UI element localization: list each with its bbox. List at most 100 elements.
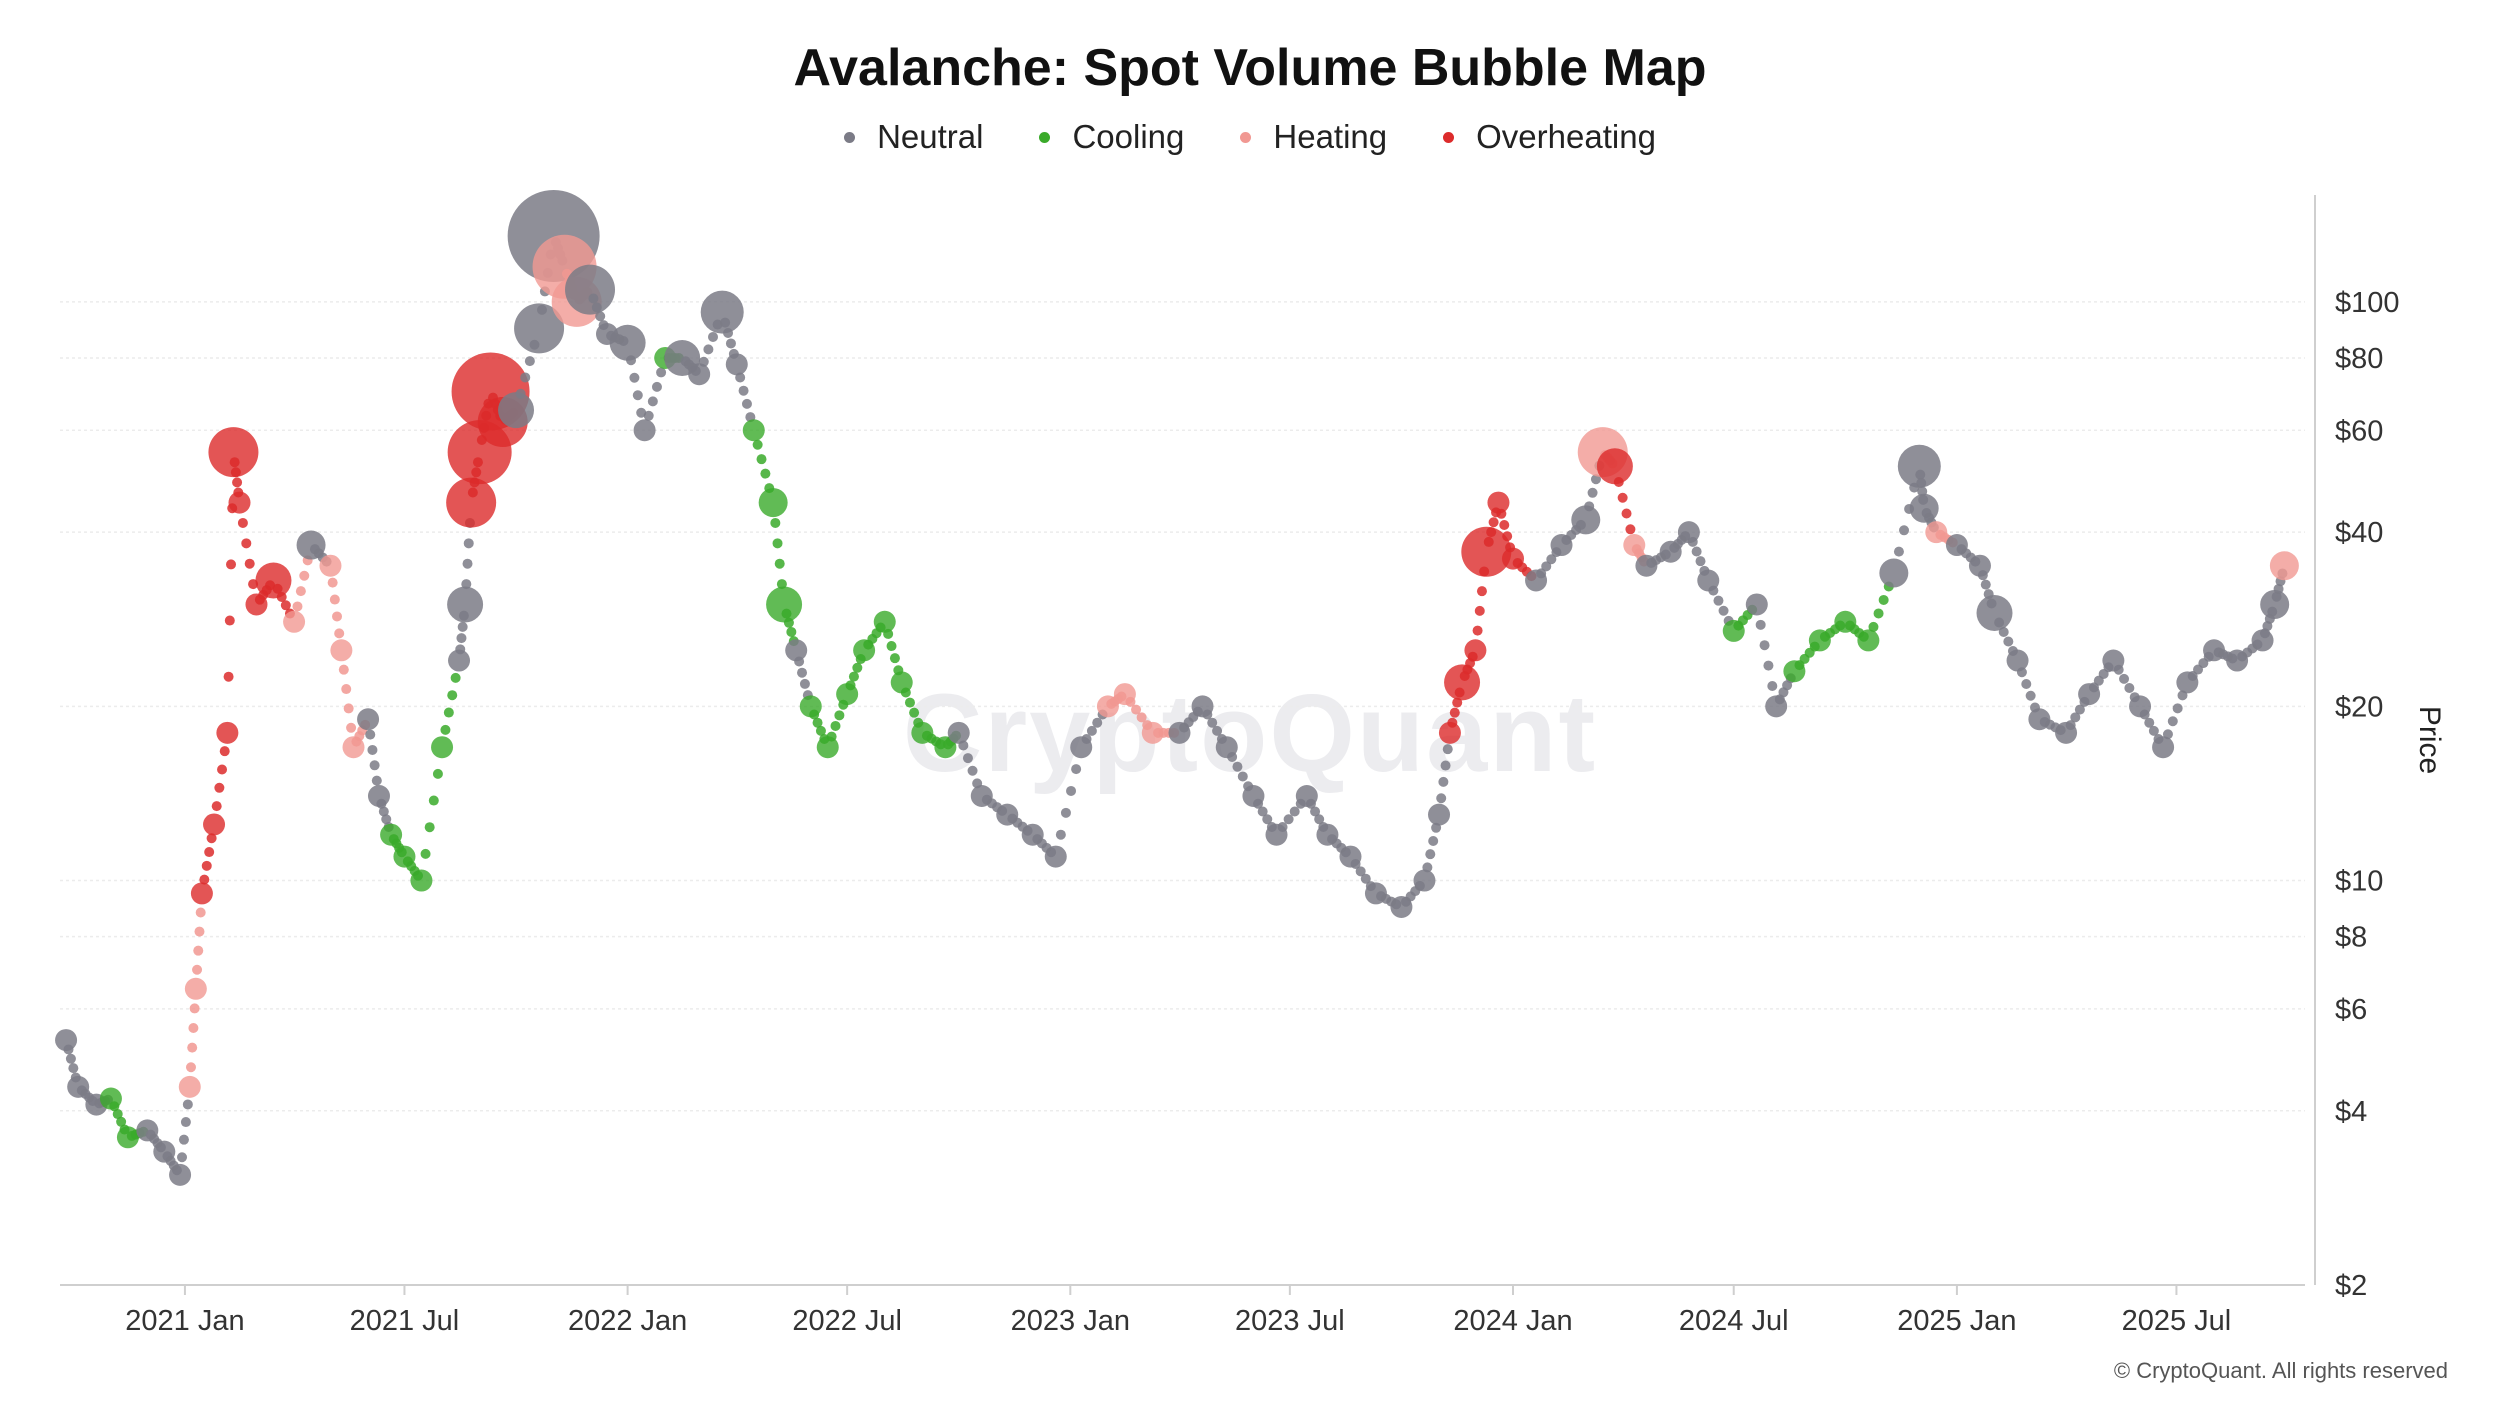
bubble-neutral[interactable] — [463, 538, 474, 549]
bubble-neutral[interactable] — [1893, 546, 1904, 557]
bubble-neutral[interactable] — [647, 396, 658, 407]
bubble-overheating[interactable] — [255, 562, 292, 599]
bubble-heating[interactable] — [192, 964, 203, 975]
bubble-neutral[interactable] — [1584, 501, 1595, 512]
bubble-cooling[interactable] — [1857, 629, 1880, 652]
bubble-neutral[interactable] — [1086, 725, 1097, 736]
bubble-overheating[interactable] — [1502, 531, 1513, 542]
bubble-neutral[interactable] — [1438, 776, 1449, 787]
bubble-neutral[interactable] — [461, 579, 472, 590]
bubble-heating[interactable] — [187, 1042, 198, 1053]
bubble-neutral[interactable] — [947, 721, 970, 744]
bubble-neutral[interactable] — [1071, 764, 1082, 775]
bubble-neutral[interactable] — [1237, 771, 1248, 782]
bubble-heating[interactable] — [332, 611, 343, 622]
bubble-heating[interactable] — [2269, 551, 2299, 581]
bubble-cooling[interactable] — [1878, 594, 1889, 605]
bubble-cooling[interactable] — [816, 736, 839, 759]
bubble-neutral[interactable] — [2144, 717, 2155, 728]
bubble-neutral[interactable] — [1257, 806, 1268, 817]
bubble-neutral[interactable] — [1207, 717, 1218, 728]
bubble-neutral[interactable] — [1425, 849, 1436, 860]
bubble-neutral[interactable] — [1060, 807, 1071, 818]
bubble-cooling[interactable] — [770, 517, 781, 528]
bubble-neutral[interactable] — [1289, 806, 1300, 817]
bubble-overheating[interactable] — [1613, 476, 1624, 487]
bubble-overheating[interactable] — [203, 813, 226, 836]
bubble-neutral[interactable] — [1413, 869, 1436, 892]
bubble-neutral[interactable] — [633, 419, 656, 442]
bubble-cooling[interactable] — [447, 690, 458, 701]
bubble-cooling[interactable] — [848, 671, 859, 682]
bubble-overheating[interactable] — [219, 746, 230, 757]
bubble-neutral[interactable] — [609, 324, 646, 361]
bubble-neutral[interactable] — [703, 344, 714, 355]
bubble-neutral[interactable] — [794, 656, 805, 667]
bubble-neutral[interactable] — [1767, 680, 1778, 691]
bubble-neutral[interactable] — [1541, 561, 1552, 572]
bubble-neutral[interactable] — [2167, 716, 2178, 727]
bubble-neutral[interactable] — [799, 678, 810, 689]
bubble-neutral[interactable] — [1440, 760, 1451, 771]
bubble-cooling[interactable] — [909, 707, 920, 718]
bubble-overheating[interactable] — [1499, 519, 1510, 530]
bubble-neutral[interactable] — [1897, 444, 1941, 488]
bubble-cooling[interactable] — [440, 724, 451, 735]
bubble-cooling[interactable] — [431, 736, 454, 759]
bubble-neutral[interactable] — [169, 1163, 192, 1186]
bubble-cooling[interactable] — [756, 454, 767, 465]
bubble-neutral[interactable] — [2003, 636, 2014, 647]
bubble-heating[interactable] — [299, 570, 310, 581]
bubble-neutral[interactable] — [785, 639, 808, 662]
bubble-neutral[interactable] — [1428, 803, 1451, 826]
legend-item-overheating[interactable]: Overheating — [1443, 118, 1656, 156]
bubble-heating[interactable] — [330, 639, 353, 662]
bubble-neutral[interactable] — [700, 290, 744, 334]
bubble-overheating[interactable] — [467, 487, 478, 498]
bubble-neutral[interactable] — [524, 356, 535, 367]
bubble-neutral[interactable] — [1277, 821, 1288, 832]
bubble-neutral[interactable] — [1745, 593, 1768, 616]
bubble-neutral[interactable] — [1350, 858, 1361, 869]
bubble-neutral[interactable] — [1718, 605, 1729, 616]
bubble-cooling[interactable] — [450, 672, 461, 683]
bubble-cooling[interactable] — [742, 419, 765, 442]
bubble-overheating[interactable] — [223, 671, 234, 682]
bubble-overheating[interactable] — [1486, 527, 1497, 538]
bubble-neutral[interactable] — [735, 372, 746, 383]
bubble-neutral[interactable] — [626, 355, 637, 366]
bubble-overheating[interactable] — [237, 517, 248, 528]
bubble-neutral[interactable] — [643, 410, 654, 421]
bubble-heating[interactable] — [338, 664, 349, 675]
bubble-overheating[interactable] — [204, 847, 215, 858]
bubble-neutral[interactable] — [1899, 525, 1910, 536]
bubble-heating[interactable] — [343, 703, 354, 714]
bubble-neutral[interactable] — [65, 1053, 76, 1064]
bubble-neutral[interactable] — [1587, 487, 1598, 498]
bubble-neutral[interactable] — [738, 385, 749, 396]
bubble-heating[interactable] — [194, 926, 205, 937]
bubble-neutral[interactable] — [741, 398, 752, 409]
bubble-neutral[interactable] — [1915, 469, 1926, 480]
bubble-neutral[interactable] — [1916, 478, 1927, 489]
bubble-cooling[interactable] — [758, 488, 788, 518]
bubble-neutral[interactable] — [2139, 709, 2150, 720]
bubble-cooling[interactable] — [428, 795, 439, 806]
bubble-heating[interactable] — [189, 1003, 200, 1014]
bubble-neutral[interactable] — [378, 806, 389, 817]
bubble-cooling[interactable] — [410, 869, 433, 892]
bubble-neutral[interactable] — [68, 1063, 79, 1074]
bubble-cooling[interactable] — [883, 628, 894, 639]
bubble-heating[interactable] — [1125, 696, 1136, 707]
bubble-cooling[interactable] — [420, 848, 431, 859]
bubble-neutral[interactable] — [1066, 785, 1077, 796]
bubble-neutral[interactable] — [725, 353, 748, 376]
bubble-neutral[interactable] — [376, 798, 387, 809]
bubble-cooling[interactable] — [443, 707, 454, 718]
bubble-heating[interactable] — [1136, 712, 1147, 723]
bubble-neutral[interactable] — [369, 760, 380, 771]
bubble-neutral[interactable] — [720, 317, 731, 328]
bubble-overheating[interactable] — [1617, 492, 1628, 503]
bubble-neutral[interactable] — [447, 586, 484, 623]
bubble-neutral[interactable] — [632, 390, 643, 401]
